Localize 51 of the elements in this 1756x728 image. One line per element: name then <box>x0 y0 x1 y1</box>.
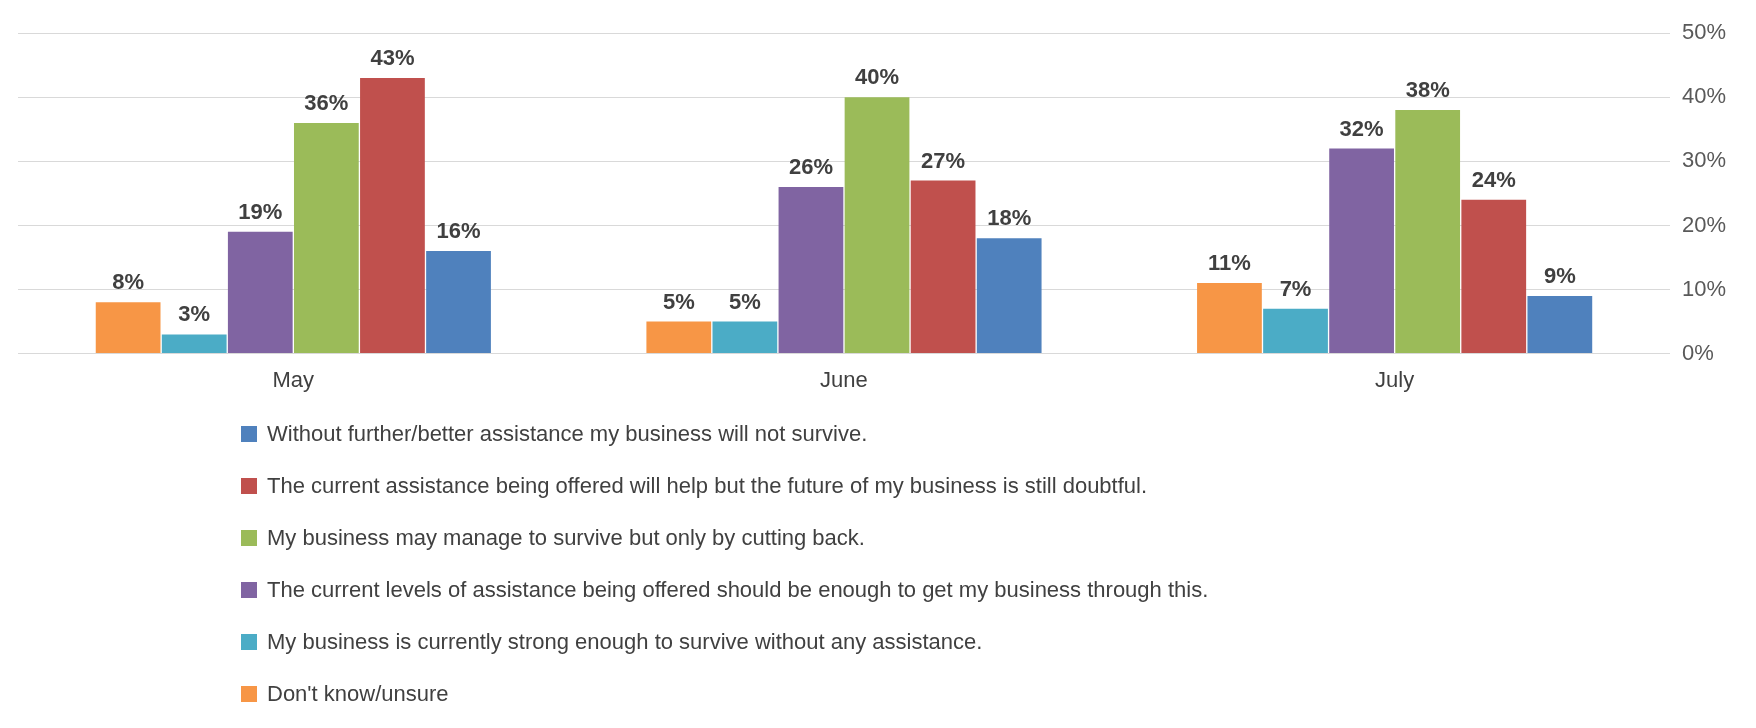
data-label: 7% <box>1279 275 1312 301</box>
x-tick-label: May <box>272 366 315 392</box>
bar <box>360 78 425 354</box>
bar <box>1329 148 1394 354</box>
y-tick-label: 30% <box>1681 147 1727 173</box>
legend-label: Without further/better assistance my business will not survive. <box>267 421 868 447</box>
data-label: 5% <box>728 288 761 314</box>
bar <box>293 122 359 354</box>
bar <box>227 231 293 354</box>
bar <box>1263 308 1328 354</box>
legend-label: Don't know/unsure <box>267 681 449 707</box>
bar <box>426 251 491 354</box>
data-label: 18% <box>987 205 1032 231</box>
data-label: 43% <box>370 45 415 71</box>
y-tick-label: 0% <box>1681 339 1714 365</box>
y-tick-label: 50% <box>1681 19 1727 45</box>
bar <box>976 238 1042 354</box>
data-label: 38% <box>1405 77 1450 103</box>
y-tick-label: 20% <box>1681 211 1727 237</box>
data-label: 5% <box>662 288 695 314</box>
bar <box>712 321 778 354</box>
bar <box>161 334 227 354</box>
data-label: 27% <box>921 147 966 173</box>
data-label: 40% <box>855 64 900 90</box>
x-tick-label: July <box>1375 366 1415 392</box>
data-label: 8% <box>112 269 145 295</box>
y-tick-label: 40% <box>1681 83 1727 109</box>
data-label: 24% <box>1471 166 1516 192</box>
legend-label: The current assistance being offered will help but the future of my business is still doubtful. <box>267 473 1148 499</box>
bar <box>844 97 910 354</box>
legend-label: The current levels of assistance being offered should be enough to get my business through this. <box>267 577 1209 603</box>
legend-label: My business may manage to survive but only by cutting back. <box>267 525 865 551</box>
data-label: 32% <box>1339 115 1384 141</box>
legend-label: My business is currently strong enough to survive without any assistance. <box>267 629 983 655</box>
bar <box>1527 295 1593 354</box>
data-label: 26% <box>788 154 833 180</box>
bar <box>778 186 844 354</box>
bar <box>910 180 976 354</box>
data-label: 11% <box>1208 250 1251 276</box>
data-label: 19% <box>238 198 283 224</box>
bar <box>1461 199 1527 354</box>
data-label: 3% <box>178 301 211 327</box>
bar <box>1197 283 1262 354</box>
data-label: 36% <box>304 89 349 115</box>
data-label: 16% <box>436 218 481 244</box>
bar <box>1395 110 1461 354</box>
data-label: 9% <box>1543 262 1576 288</box>
bar <box>646 321 712 354</box>
y-tick-label: 10% <box>1681 275 1727 301</box>
bar <box>95 302 161 354</box>
x-tick-label: June <box>820 366 868 392</box>
